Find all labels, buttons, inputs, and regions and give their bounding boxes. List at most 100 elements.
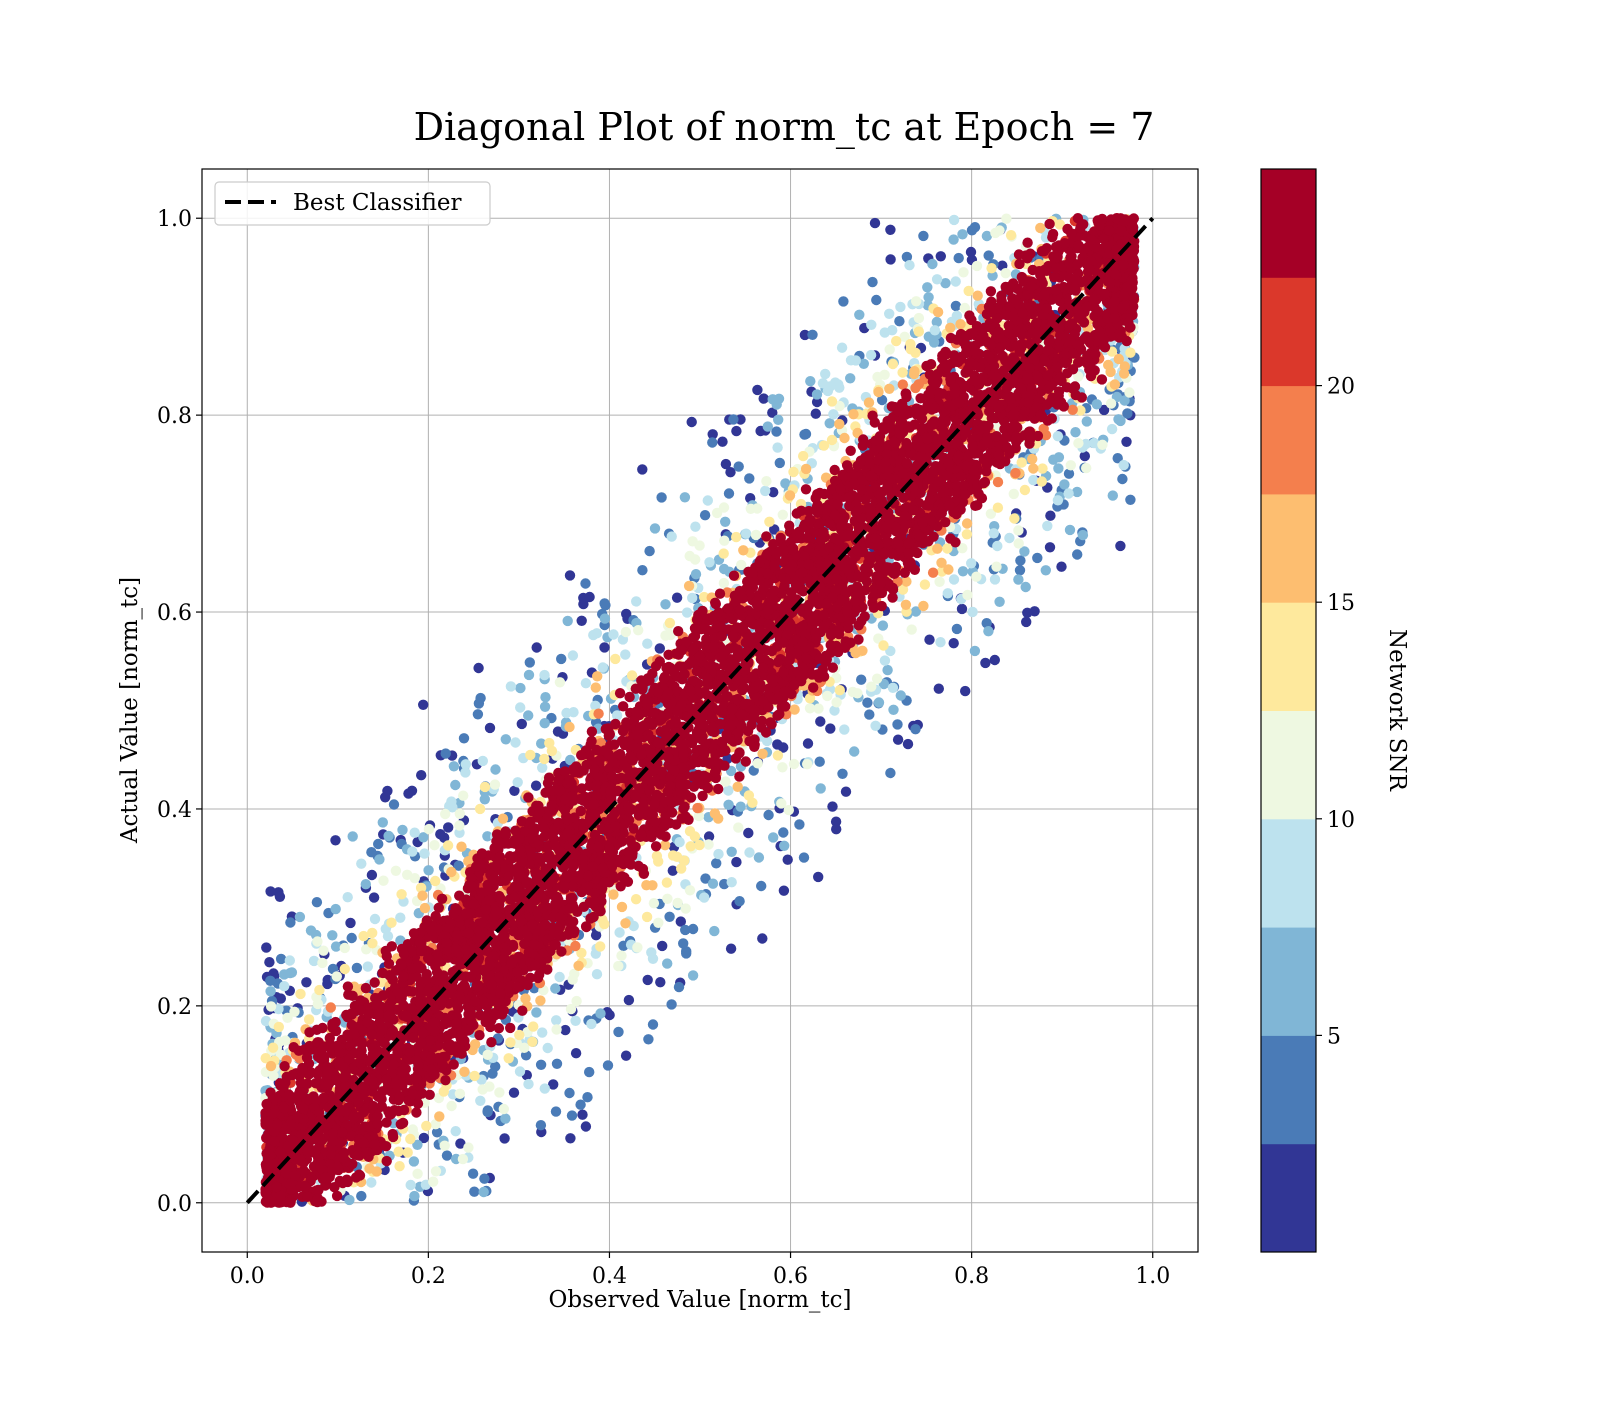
scatter-point — [952, 624, 962, 634]
scatter-point — [703, 495, 713, 505]
scatter-point — [478, 1084, 488, 1094]
scatter-point — [499, 1104, 509, 1114]
scatter-point — [687, 593, 697, 603]
scatter-point — [958, 566, 968, 576]
scatter-point — [1115, 416, 1125, 426]
scatter-point — [736, 802, 746, 812]
scatter-point — [386, 918, 396, 928]
scatter-point — [318, 946, 328, 956]
scatter-point — [312, 936, 322, 946]
scatter-point — [798, 451, 808, 461]
scatter-point — [649, 898, 659, 908]
scatter-point — [845, 373, 855, 383]
scatter-point — [885, 254, 895, 264]
scatter-point — [1022, 608, 1032, 618]
scatter-point — [1013, 574, 1023, 584]
scatter-point — [523, 710, 533, 720]
scatter-point — [665, 618, 675, 628]
scatter-point — [1020, 485, 1030, 495]
scatter-point — [662, 877, 672, 887]
scatter-point — [653, 918, 663, 928]
scatter-point — [694, 840, 704, 850]
scatter-point — [389, 799, 399, 809]
scatter-point — [443, 840, 453, 850]
scatter-point — [734, 461, 744, 471]
scatter-point — [731, 532, 741, 542]
scatter-point — [731, 857, 741, 867]
scatter-point — [1106, 398, 1116, 408]
scatter-point — [537, 1027, 547, 1037]
scatter-point — [756, 881, 766, 891]
scatter-point — [805, 703, 815, 713]
scatter-point — [1053, 463, 1063, 473]
scatter-point — [667, 531, 677, 541]
scatter-point — [1121, 437, 1131, 447]
scatter-point — [595, 941, 605, 951]
scatter-point — [332, 971, 342, 981]
scatter-point — [378, 817, 388, 827]
scatter-point — [753, 758, 763, 768]
scatter-point — [754, 852, 764, 862]
scatter-point — [827, 801, 837, 811]
scatter-point — [498, 814, 508, 824]
scatter-point — [1037, 476, 1047, 486]
scatter-point — [598, 662, 608, 672]
scatter-point — [613, 1027, 623, 1037]
scatter-point — [374, 854, 384, 864]
scatter-point — [469, 1187, 479, 1197]
scatter-point — [1028, 463, 1038, 473]
scatter-point — [565, 570, 575, 580]
scatter-point — [751, 530, 761, 540]
scatter-point — [1082, 416, 1092, 426]
scatter-point — [727, 847, 737, 857]
scatter-point — [816, 783, 826, 793]
scatter-point — [835, 685, 845, 695]
scatter-point — [801, 484, 811, 494]
scatter-point — [820, 369, 830, 379]
scatter-point — [700, 510, 710, 520]
scatter-point — [864, 709, 874, 719]
scatter-point — [568, 974, 578, 984]
scatter-point — [536, 1120, 546, 1130]
scatter-point — [904, 260, 914, 270]
scatter-point — [540, 1083, 550, 1093]
scatter-point — [382, 786, 392, 796]
scatter-point — [1073, 438, 1083, 448]
scatter-point — [540, 718, 550, 728]
scatter-point — [517, 1006, 527, 1016]
scatter-point — [972, 261, 982, 271]
scatter-point — [687, 417, 697, 427]
scatter-point — [366, 847, 376, 857]
scatter-point — [757, 933, 767, 943]
scatter-point — [459, 733, 469, 743]
scatter-point — [410, 828, 420, 838]
scatter-point — [990, 574, 1000, 584]
scatter-point — [922, 282, 932, 292]
scatter-point — [896, 690, 906, 700]
scatter-point — [888, 683, 898, 693]
scatter-point — [692, 803, 702, 813]
scatter-point — [490, 764, 500, 774]
scatter-point — [446, 796, 456, 806]
scatter-point — [581, 1121, 591, 1131]
scatter-point — [312, 897, 322, 907]
scatter-point — [608, 889, 618, 899]
scatter-point — [807, 330, 817, 340]
scatter-point — [1066, 460, 1076, 470]
scatter-point — [662, 958, 672, 968]
scatter-point — [586, 1019, 596, 1029]
scatter-point — [986, 263, 996, 273]
scatter-point — [955, 319, 965, 329]
chart-title: Diagonal Plot of norm_tc at Epoch = 7 — [414, 105, 1155, 150]
scatter-point — [592, 969, 602, 979]
scatter-point — [573, 961, 583, 971]
scatter-point — [971, 572, 981, 582]
scatter-point — [373, 839, 383, 849]
scatter-point — [366, 1177, 376, 1187]
scatter-point — [551, 1015, 561, 1025]
scatter-point — [719, 578, 729, 588]
scatter-point — [571, 1048, 581, 1058]
scatter-point — [643, 975, 653, 985]
scatter-point — [983, 626, 993, 636]
scatter-point — [480, 782, 490, 792]
